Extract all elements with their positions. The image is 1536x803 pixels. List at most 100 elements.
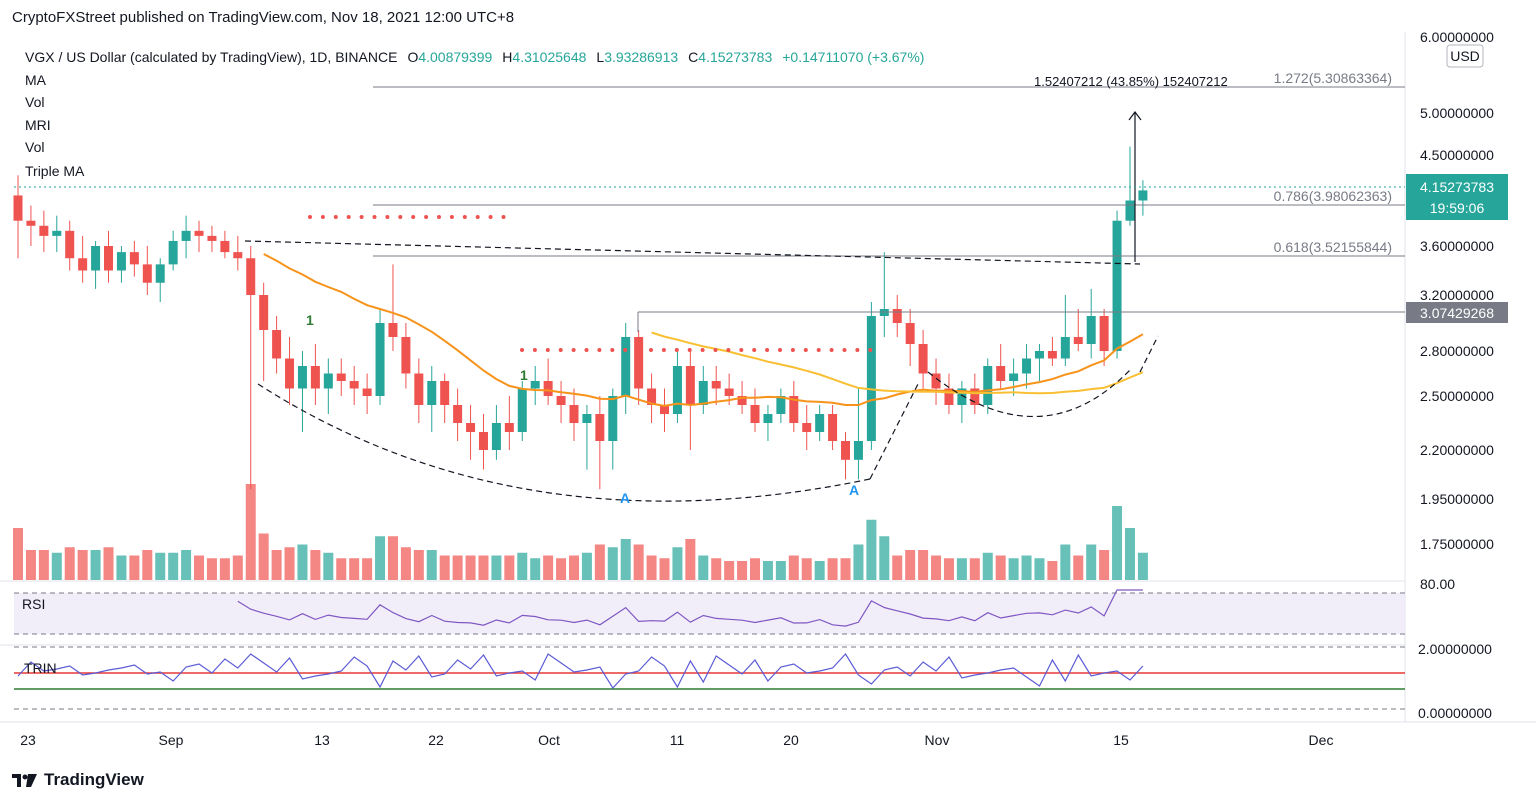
volume-bar bbox=[1124, 528, 1135, 580]
time-tick-label: 22 bbox=[428, 732, 444, 748]
volume-bar bbox=[931, 555, 942, 580]
volume-bar bbox=[64, 547, 75, 580]
level-dot bbox=[739, 348, 744, 352]
candle-body bbox=[647, 388, 657, 405]
candle-body bbox=[853, 441, 863, 460]
volume-bar bbox=[995, 555, 1006, 580]
level-dot bbox=[449, 215, 454, 219]
dotted-level-mid bbox=[520, 348, 873, 352]
footer-brand[interactable]: TradingView bbox=[12, 768, 144, 792]
level-badge-value: 3.07429268 bbox=[1420, 305, 1494, 321]
volume-bar bbox=[271, 550, 282, 580]
level-dot bbox=[790, 348, 795, 352]
candle-body bbox=[517, 388, 527, 432]
candle-body bbox=[866, 316, 876, 441]
level-dot bbox=[545, 348, 550, 352]
legend-indicator-vol-2[interactable]: Vol bbox=[25, 139, 44, 155]
volume-bar bbox=[504, 555, 515, 580]
volume-bar bbox=[1099, 550, 1110, 580]
candle-body bbox=[1099, 316, 1109, 351]
candle-body bbox=[168, 240, 178, 265]
volume-bar bbox=[51, 552, 62, 580]
volume-bar bbox=[478, 555, 489, 580]
legend-indicator-vol[interactable]: Vol bbox=[25, 94, 44, 110]
volume-bar bbox=[775, 561, 786, 580]
volume-bar bbox=[1021, 555, 1032, 580]
candle-body bbox=[52, 230, 62, 236]
candle-body bbox=[569, 405, 579, 423]
level-dot bbox=[571, 348, 576, 352]
time-tick-label: Oct bbox=[538, 732, 560, 748]
price-tick-label: 2.20000000 bbox=[1420, 442, 1494, 458]
candle-body bbox=[427, 381, 437, 405]
volume-bar bbox=[905, 550, 916, 580]
price-tick-label: 2.80000000 bbox=[1420, 343, 1494, 359]
volume-bar bbox=[1137, 552, 1148, 580]
signal-label-1: 1 bbox=[306, 312, 314, 328]
candle-body bbox=[737, 396, 747, 405]
price-tick-label: 6.00000000 bbox=[1420, 32, 1494, 45]
level-dot bbox=[803, 348, 808, 352]
candle-body bbox=[1047, 351, 1057, 359]
candle-body bbox=[336, 373, 346, 381]
fib-0618-label: 0.618(3.52155844) bbox=[1274, 239, 1392, 255]
measure-arrow-head bbox=[1128, 111, 1142, 121]
volume-bar bbox=[1034, 558, 1045, 580]
level-dot bbox=[649, 348, 653, 352]
level-dot bbox=[532, 348, 537, 352]
candle-body bbox=[685, 366, 695, 405]
legend-indicator-ma[interactable]: MA bbox=[25, 72, 47, 88]
rsi-line bbox=[237, 589, 1143, 627]
volume-bar bbox=[517, 552, 528, 580]
price-axis[interactable]: 6.00000000 5.00000000 4.50000000 3.60000000… bbox=[1420, 32, 1494, 552]
legend-close-value: 4.15273783 bbox=[698, 49, 772, 65]
volume-bar bbox=[750, 558, 761, 580]
level-dot bbox=[623, 348, 628, 352]
volume-bar bbox=[232, 555, 243, 580]
signal-label-4: A bbox=[849, 482, 859, 498]
volume-bar bbox=[698, 555, 709, 580]
time-axis[interactable]: 23 Sep 13 22 Oct 11 20 Nov 15 Dec bbox=[20, 732, 1333, 748]
level-dot bbox=[700, 348, 705, 352]
level-dot bbox=[385, 215, 390, 219]
level-dot bbox=[674, 348, 679, 352]
candle-body bbox=[828, 414, 838, 441]
price-tick-label: 5.00000000 bbox=[1420, 105, 1494, 121]
candle-body bbox=[841, 441, 851, 460]
candle-body bbox=[530, 381, 540, 389]
chart-area[interactable]: RSI 80.00 TRIN 2.00000000 0.00000000 1.2… bbox=[0, 32, 1536, 768]
volume-bar bbox=[25, 550, 36, 580]
candle-body bbox=[116, 252, 126, 271]
price-tick-label: 2.50000000 bbox=[1420, 388, 1494, 404]
legend-open-label: O bbox=[407, 49, 418, 65]
level-dot bbox=[320, 215, 325, 219]
legend-indicator-mri[interactable]: MRI bbox=[25, 117, 51, 133]
candle-body bbox=[91, 246, 101, 271]
candle-body bbox=[672, 366, 682, 414]
level-dot bbox=[333, 215, 338, 219]
measure-label: 1.52407212 (43.85%) 152407212 bbox=[1034, 74, 1228, 89]
currency-button[interactable] bbox=[1446, 44, 1484, 68]
volume-bar bbox=[181, 550, 192, 580]
price-tick-label: 3.60000000 bbox=[1420, 238, 1494, 254]
level-dot bbox=[437, 215, 441, 219]
candle-body bbox=[1073, 337, 1083, 344]
legend-low-value: 3.93286913 bbox=[604, 49, 678, 65]
handle-dashed-curve bbox=[927, 369, 1131, 418]
candle-body bbox=[129, 252, 139, 265]
candle-body bbox=[310, 366, 320, 389]
candle-body bbox=[802, 423, 812, 432]
volume-bar bbox=[349, 558, 360, 580]
chart-legend: VGX / US Dollar (calculated by TradingVi… bbox=[25, 49, 924, 179]
legend-close-label: C bbox=[688, 49, 698, 65]
volume-bar bbox=[426, 550, 437, 580]
cup-right-dashed bbox=[869, 383, 919, 480]
legend-indicator-triple-ma[interactable]: Triple MA bbox=[25, 163, 85, 179]
volume-bar bbox=[168, 552, 179, 580]
level-dot bbox=[829, 348, 834, 352]
volume-bar bbox=[543, 555, 554, 580]
level-dot bbox=[842, 348, 847, 352]
volume-bar bbox=[556, 558, 567, 580]
level-dot bbox=[359, 215, 364, 219]
level-dot bbox=[346, 215, 351, 219]
